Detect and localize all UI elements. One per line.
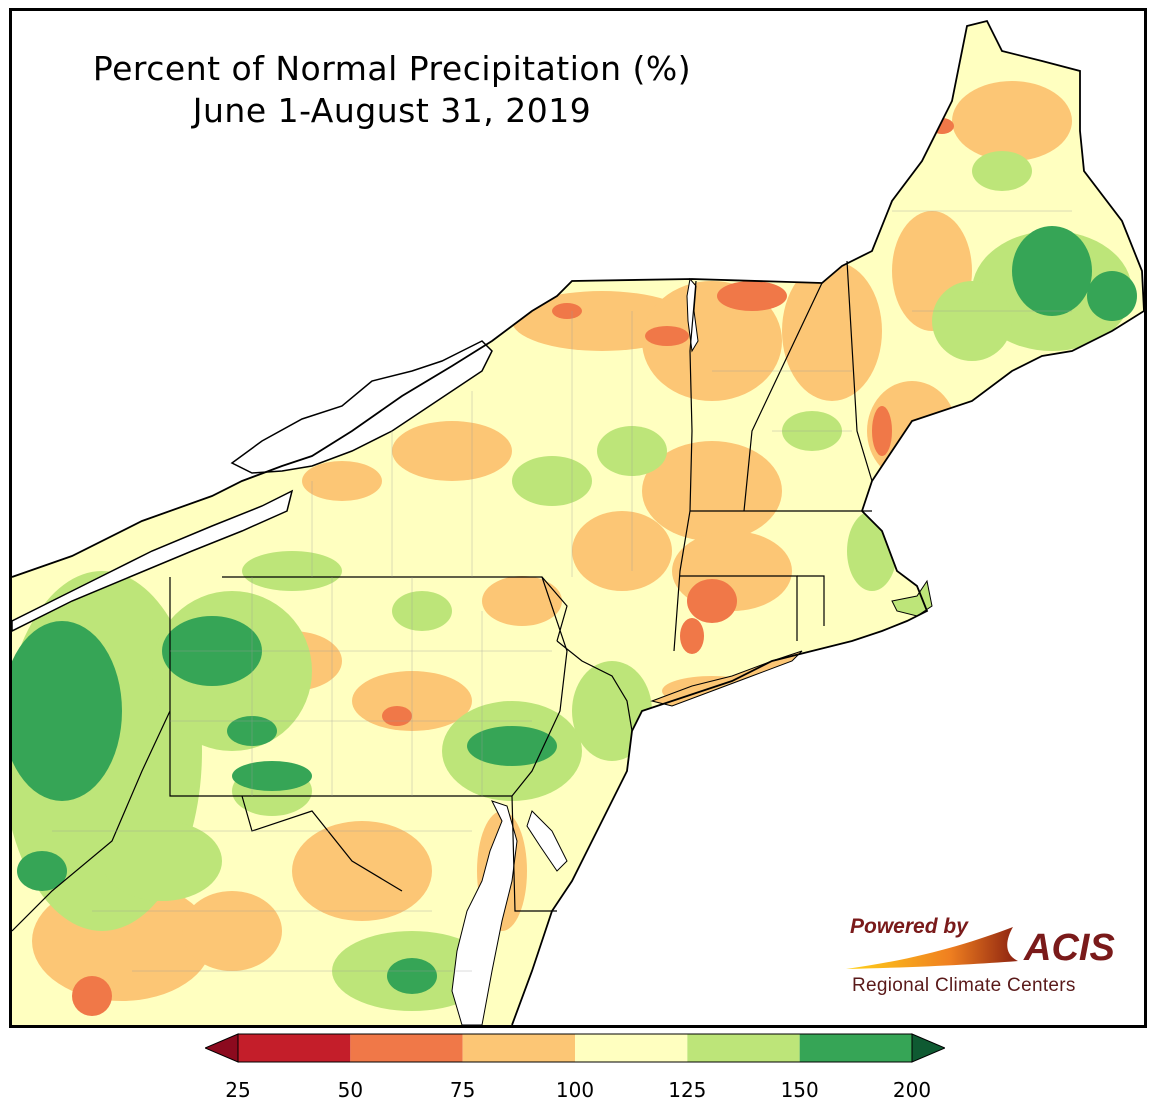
state-borders	[12, 260, 873, 932]
lake-erie	[12, 489, 294, 632]
colorbar-tick-label: 75	[449, 1078, 476, 1102]
colorbar-tick-label: 125	[668, 1078, 707, 1102]
lake-ontario	[230, 340, 493, 474]
colorbar-tick-label: 200	[892, 1078, 932, 1102]
colorbar-tick-label: 50	[337, 1078, 364, 1102]
colorbar-bin-50-75	[350, 1034, 463, 1062]
precip-150-200-regions	[12, 226, 1137, 994]
colorbar-tick-label: 25	[225, 1078, 251, 1102]
acis-name: ACIS	[1024, 927, 1115, 969]
cape-cod	[891, 579, 933, 617]
colorbar-under-arrow	[205, 1033, 239, 1063]
county-lines	[52, 210, 1072, 972]
coastline	[12, 19, 1144, 1025]
map-title-line-1: Percent of Normal Precipitation (%)	[92, 49, 692, 88]
colorbar-tick-label: 100	[555, 1078, 595, 1102]
colorbar-bin-75-100	[462, 1034, 575, 1062]
map-frame: Percent of Normal Precipitation (%) June…	[9, 8, 1147, 1028]
precipitation-map	[12, 19, 1144, 1025]
acis-logo: Powered by ACIS Regional Climate Centers	[838, 909, 1128, 1004]
colorbar-bin-25-50	[238, 1034, 351, 1062]
colorbar-bin-125-150	[687, 1034, 800, 1062]
colorbar-tick-label: 150	[780, 1078, 819, 1102]
colorbar	[205, 1033, 945, 1063]
acis-subtitle: Regional Climate Centers	[852, 975, 1076, 996]
chesapeake-bay	[451, 800, 518, 1025]
colorbar-bin-150-200	[799, 1034, 912, 1062]
delaware-bay	[526, 810, 568, 872]
acis-swoosh-icon	[846, 927, 1018, 969]
colorbar-outline	[237, 1033, 913, 1063]
colorbar-over-arrow	[911, 1033, 945, 1063]
acis-powered-by: Powered by	[850, 915, 968, 938]
colorbar-bin-100-125	[575, 1034, 688, 1062]
map-title-line-2: June 1-August 31, 2019	[192, 91, 592, 130]
